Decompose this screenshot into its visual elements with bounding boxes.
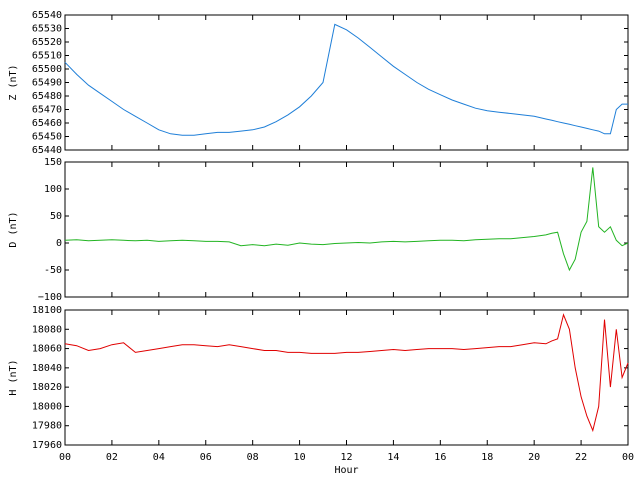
- x-tick-label: 14: [387, 452, 399, 463]
- x-tick-label: 16: [434, 452, 446, 463]
- x-tick-label: 18: [481, 452, 493, 463]
- x-tick-label: 10: [294, 452, 306, 463]
- y-tick-label: 65510: [32, 51, 62, 62]
- data-line: [64, 313, 629, 433]
- y-axis-label: Z (nT): [8, 64, 19, 100]
- y-axis-label: H (nT): [8, 359, 19, 395]
- y-tick-label: -50: [44, 265, 62, 276]
- y-tick-label: 65460: [32, 118, 62, 129]
- y-tick-label: 18040: [32, 363, 62, 374]
- y-tick-label: 150: [44, 157, 62, 168]
- x-tick-label: 00: [59, 452, 71, 463]
- y-tick-label: 65490: [32, 78, 62, 89]
- plot-frame: [64, 161, 629, 298]
- x-axis-label: Hour: [334, 465, 358, 476]
- y-tick-label: 65470: [32, 105, 62, 116]
- plot-frame: [64, 14, 629, 151]
- y-tick-label: 65540: [32, 10, 62, 21]
- x-tick-label: 06: [200, 452, 212, 463]
- y-tick-label: 65500: [32, 64, 62, 75]
- data-line: [64, 167, 629, 272]
- y-tick-label: 65530: [32, 24, 62, 35]
- y-tick-label: 18080: [32, 324, 62, 335]
- y-tick-label: 65520: [32, 37, 62, 48]
- y-tick-label: 17960: [32, 440, 62, 451]
- y-tick-label: 65450: [32, 132, 62, 143]
- y-tick-label: 18020: [32, 382, 62, 393]
- y-tick-label: 0: [56, 238, 62, 249]
- y-tick-label: 100: [44, 184, 62, 195]
- x-tick-label: 04: [153, 452, 165, 463]
- x-tick-label: 22: [575, 452, 587, 463]
- y-tick-label: −100: [38, 292, 62, 303]
- y-tick-label: 50: [50, 211, 62, 222]
- y-tick-label: 18000: [32, 401, 62, 412]
- x-tick-label: 12: [340, 452, 352, 463]
- x-tick-label: 08: [247, 452, 259, 463]
- data-line: [64, 23, 628, 136]
- x-tick-label: 20: [528, 452, 540, 463]
- y-tick-label: 18100: [32, 305, 62, 316]
- y-tick-label: 65480: [32, 91, 62, 102]
- x-tick-label: 02: [106, 452, 118, 463]
- y-tick-label: 65440: [32, 145, 62, 156]
- y-axis-label: D (nT): [8, 211, 19, 247]
- plot-frame: [64, 309, 629, 446]
- y-tick-label: 17980: [32, 421, 62, 432]
- y-tick-label: 18060: [32, 344, 62, 355]
- x-tick-label: 00: [622, 452, 634, 463]
